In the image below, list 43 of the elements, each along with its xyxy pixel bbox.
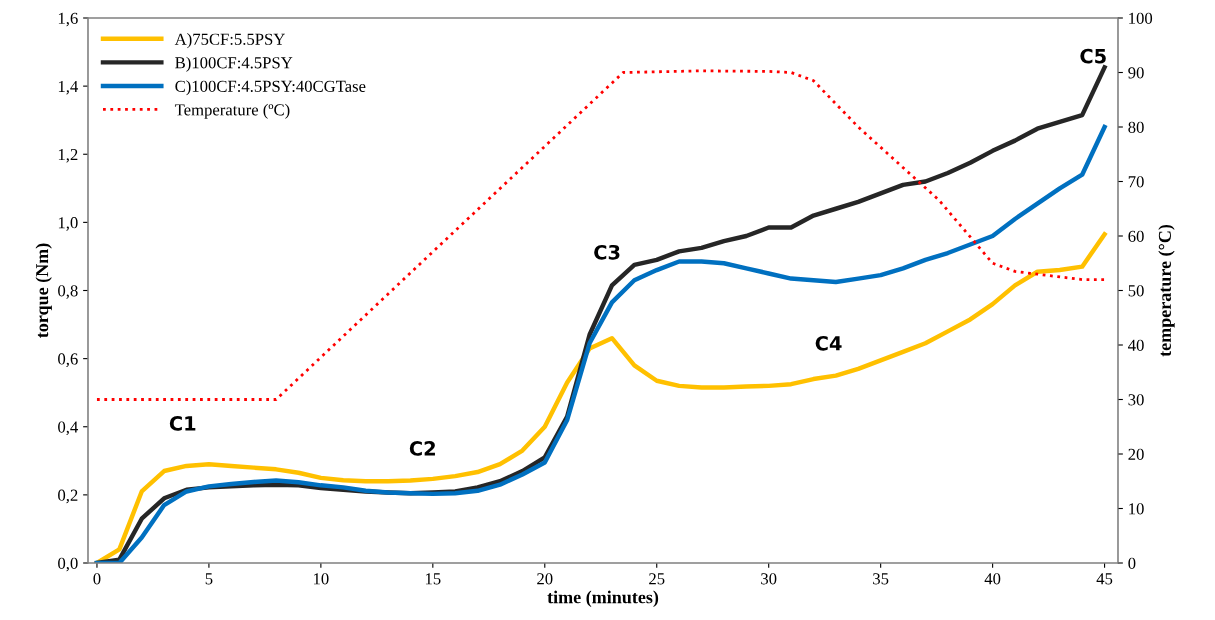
x-tick-label: 40 [984,573,1001,585]
x-tick-label: 25 [649,573,665,585]
x-tick-label: 20 [537,573,553,585]
x-tick-label: 35 [873,573,889,585]
y2-tick-label: 80 [1128,121,1144,133]
y-tick-label: 1,2 [58,149,78,163]
y-axis-title: torque (Nm) [35,243,52,338]
y2-tick-label: 60 [1128,230,1144,242]
annotation: C1 [169,416,196,431]
y-tick-label: 0,4 [58,421,79,436]
legend-label: B)100CF:4.5PSY [175,56,293,72]
y2-tick-label: 100 [1129,12,1153,24]
y-tick-label: 0,2 [58,489,78,504]
x-tick-label: 0 [93,573,101,585]
legend-label: C)100CF:4.5PSY:40CGTase [175,80,366,96]
y2-tick-label: 30 [1128,394,1144,406]
y2-tick-label: 70 [1128,176,1144,188]
y2-tick-label: 0 [1128,557,1136,569]
legend-label: Temperature (ºC) [174,103,290,119]
line-series [94,232,1107,563]
x-tick-label: 45 [1096,573,1113,585]
y-tick-label: 0,6 [58,353,78,367]
y-tick-label: 0,0 [58,557,78,572]
legend-label: A)75CF:5.5PSY [174,33,285,49]
x-tick-label: 5 [205,573,213,585]
x-axis-title: time (minutes) [547,590,659,607]
y2-tick-label: 90 [1128,67,1144,79]
y2-axis-title: temperature (°C) [1158,224,1175,357]
y-tick-label: 1,0 [58,217,78,231]
y2-tick-label: 20 [1128,448,1144,460]
annotation: C3 [594,244,620,260]
x-tick-label: 15 [425,573,441,585]
x-tick-label: 30 [761,573,777,585]
annotation: C5 [1080,48,1106,64]
y2-tick-label: 10 [1129,503,1144,515]
annotation: C4 [815,335,842,351]
y-tick-label: 1,6 [58,12,78,27]
y-tick-label: 0,8 [58,285,78,299]
y-tick-label: 1,4 [58,80,79,95]
y2-tick-label: 50 [1128,285,1144,297]
y2-tick-label: 40 [1128,339,1144,351]
annotation: C2 [409,441,435,456]
x-tick-label: 10 [314,573,329,585]
